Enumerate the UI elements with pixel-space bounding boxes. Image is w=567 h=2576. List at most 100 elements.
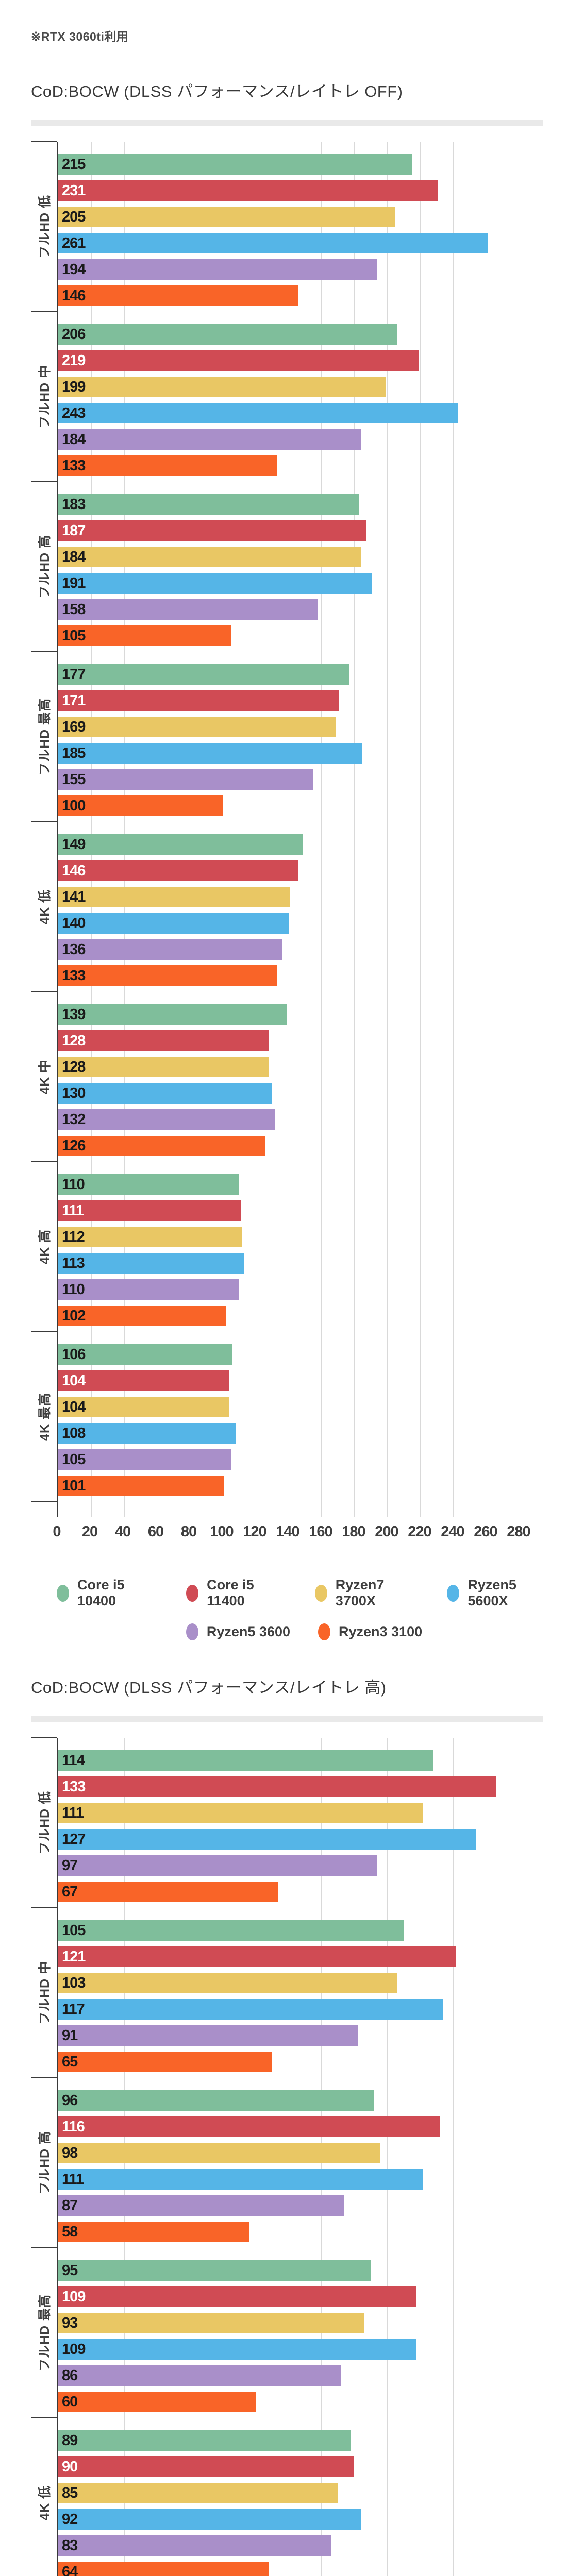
bar-value-label: 215 [62, 156, 86, 173]
group-label: フルHD 最高 [38, 2294, 52, 2372]
group-label: 4K 高 [38, 1229, 52, 1264]
bar: 95 [58, 2260, 371, 2281]
bar-value-label: 136 [62, 941, 86, 958]
bar-group: 4K 中 139 128 128 130 132 126 [31, 991, 552, 1162]
bar-value-label: 169 [62, 718, 86, 735]
group-label: 4K 最高 [38, 1393, 52, 1441]
x-tick-label: 140 [276, 1523, 299, 1540]
x-tick-label: 0 [53, 1523, 61, 1540]
group-boundary-tick [31, 141, 57, 142]
bar-group: フルHD 低 215 231 205 261 194 146 [31, 141, 552, 312]
x-tick-label: 100 [210, 1523, 234, 1540]
bar-value-label: 126 [62, 1137, 86, 1154]
bar-group: フルHD 中 105 121 103 117 91 65 [31, 1907, 552, 2078]
gridline [387, 142, 388, 1517]
bar-value-label: 109 [62, 2341, 86, 2358]
bar-value-label: 127 [62, 1831, 86, 1848]
bar-value-label: 121 [62, 1948, 86, 1965]
bar-value-label: 113 [62, 1255, 85, 1272]
bar-value-label: 101 [62, 1477, 86, 1494]
bar-value-label: 105 [62, 1451, 86, 1468]
bar: 110 [58, 1174, 239, 1195]
bar-value-label: 108 [62, 1425, 86, 1442]
bar: 171 [58, 690, 340, 711]
bar-group: 4K 高 110 111 112 113 110 102 [31, 1161, 552, 1332]
bar-value-label: 87 [62, 2197, 78, 2214]
bar-value-label: 261 [62, 234, 86, 251]
bar-value-label: 102 [62, 1307, 86, 1324]
group-label: フルHD 中 [38, 1960, 52, 2025]
bar-value-label: 104 [62, 1372, 86, 1389]
bar: 146 [58, 860, 298, 881]
bar-value-label: 158 [62, 601, 86, 618]
bar-value-label: 117 [62, 2001, 85, 2018]
axis-end-tick [31, 1501, 57, 1502]
bar: 97 [58, 1855, 377, 1876]
bar: 231 [58, 180, 438, 201]
bar: 130 [58, 1083, 272, 1104]
group-label: 4K 中 [38, 1059, 52, 1094]
bar: 104 [58, 1370, 229, 1391]
bar: 243 [58, 403, 458, 423]
bar-value-label: 92 [62, 2511, 78, 2528]
bar-value-label: 146 [62, 287, 86, 304]
bar: 111 [58, 1803, 424, 1823]
group-boundary-tick [31, 821, 57, 822]
x-tick-label: 240 [441, 1523, 464, 1540]
series-color-dot-icon [314, 1584, 327, 1602]
legend-row: Ryzen5 3600 Ryzen3 3100 [57, 1623, 552, 1640]
bar: 111 [58, 1200, 241, 1221]
bar-value-label: 155 [62, 771, 86, 788]
x-tick-label: 220 [408, 1523, 431, 1540]
bar-value-label: 58 [62, 2223, 78, 2240]
bar: 87 [58, 2195, 345, 2216]
x-tick-label: 120 [243, 1523, 266, 1540]
gpu-note: ※RTX 3060ti利用 [31, 30, 129, 43]
bar-value-label: 110 [62, 1176, 85, 1193]
bar: 127 [58, 1829, 476, 1850]
group-label: フルHD 低 [38, 1790, 52, 1855]
bar-group: 4K 最高 106 104 104 108 105 101 [31, 1331, 552, 1502]
legend-label: Ryzen5 5600X [468, 1577, 516, 1608]
bar-value-label: 206 [62, 326, 86, 343]
legend-item: Core i5 11400 [186, 1577, 287, 1609]
bar: 184 [58, 429, 361, 450]
bar: 183 [58, 494, 359, 515]
legend-item: Ryzen5 3600 [186, 1623, 290, 1640]
group-boundary-tick [31, 481, 57, 482]
bar: 205 [58, 207, 395, 227]
bar: 261 [58, 233, 488, 253]
bar: 133 [58, 1776, 496, 1797]
bar: 141 [58, 887, 290, 907]
bar-value-label: 171 [62, 692, 86, 709]
x-tick-label: 40 [114, 1523, 131, 1540]
bar-group: 4K 低 149 146 141 140 136 133 [31, 821, 552, 992]
legend-item: Core i5 10400 [57, 1577, 158, 1609]
chart-raytracing-high: CoD:BOCW (DLSS パフォーマンス/レイトレ 高) フルHD 低 114… [31, 1674, 567, 2576]
plot-wrap: フルHD 低 215 231 205 261 194 146 フルHD 中 206 219 199 2… [31, 141, 552, 1547]
bar: 117 [58, 1999, 443, 2020]
bar-value-label: 140 [62, 914, 86, 931]
group-boundary-tick [31, 2417, 57, 2418]
bar: 132 [58, 1109, 276, 1130]
group-boundary-tick [31, 1331, 57, 1332]
legend-row: Core i5 10400 Core i5 11400 Ryzen7 3700X Ry… [57, 1577, 552, 1609]
x-axis: 0 20 40 60 80 100 120 140 160 180 200 220 240 260 280 [53, 1523, 552, 1547]
group-label: フルHD 高 [38, 534, 52, 599]
bar-value-label: 67 [62, 1883, 78, 1900]
bar: 133 [58, 455, 277, 476]
bar-group: フルHD 高 96 116 98 111 87 58 [31, 2077, 552, 2248]
bar-value-label: 109 [62, 2288, 86, 2305]
bar: 194 [58, 259, 377, 280]
bar: 101 [58, 1476, 225, 1496]
bar-value-label: 116 [62, 2118, 85, 2135]
bar: 85 [58, 2483, 338, 2503]
bar: 104 [58, 1397, 229, 1417]
chart-title: CoD:BOCW (DLSS パフォーマンス/レイトレ OFF) [31, 82, 403, 100]
legend-label: Ryzen5 3600 [206, 1624, 290, 1639]
bar-group: フルHD 中 206 219 199 243 184 133 [31, 311, 552, 482]
series-color-dot-icon [57, 1584, 69, 1602]
bar-value-label: 111 [62, 2171, 84, 2188]
bar: 100 [58, 795, 223, 816]
